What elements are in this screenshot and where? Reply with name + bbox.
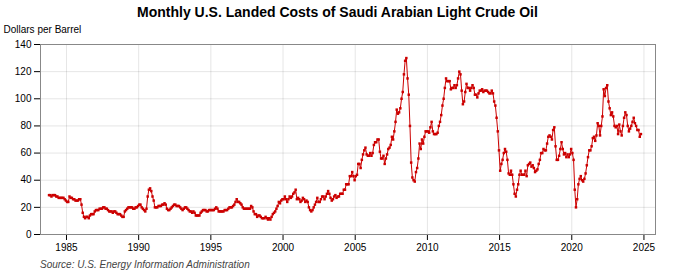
svg-text:100: 100 bbox=[15, 93, 32, 104]
html-text:Source: U.S. Energy Informatio: Source: U.S. Energy Information Administ… bbox=[40, 259, 250, 270]
html-text:Monthly U.S. Landed Costs of S: Monthly U.S. Landed Costs of Saudi Arabi… bbox=[137, 4, 538, 20]
svg-text:120: 120 bbox=[15, 66, 32, 77]
svg-text:2020: 2020 bbox=[561, 242, 584, 253]
svg-text:2005: 2005 bbox=[344, 242, 367, 253]
svg-text:140: 140 bbox=[15, 39, 32, 50]
svg-text:60: 60 bbox=[20, 147, 32, 158]
svg-text:2010: 2010 bbox=[416, 242, 439, 253]
svg-text:1985: 1985 bbox=[55, 242, 78, 253]
svg-text:2015: 2015 bbox=[488, 242, 511, 253]
svg-text:1995: 1995 bbox=[200, 242, 223, 253]
svg-text:1990: 1990 bbox=[128, 242, 151, 253]
svg-text:20: 20 bbox=[20, 202, 32, 213]
svg-text:2000: 2000 bbox=[272, 242, 295, 253]
svg-text:80: 80 bbox=[20, 120, 32, 131]
svg-text:Dollars per Barrel: Dollars per Barrel bbox=[4, 24, 82, 35]
svg-text:0: 0 bbox=[26, 229, 32, 240]
svg-text:40: 40 bbox=[20, 174, 32, 185]
svg-text:2025: 2025 bbox=[633, 242, 656, 253]
